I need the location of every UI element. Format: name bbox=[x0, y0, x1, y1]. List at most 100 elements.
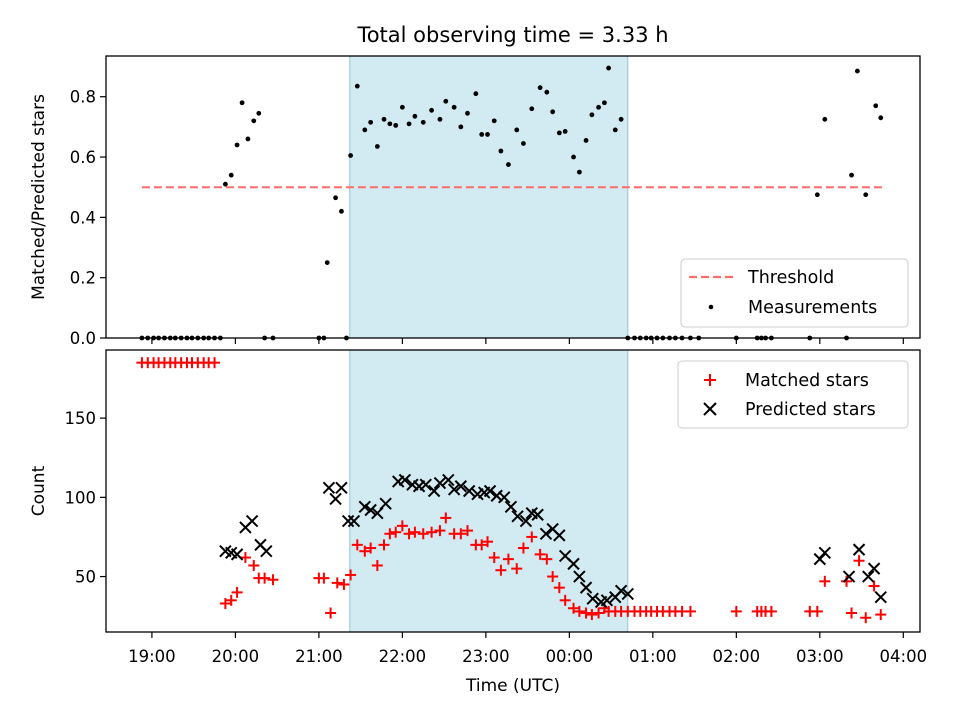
bottom-legend-box bbox=[677, 360, 909, 429]
measurement-point bbox=[324, 260, 330, 265]
measurement-point bbox=[491, 118, 497, 124]
predicted-star-point bbox=[818, 546, 832, 559]
legend-matched-label: Matched stars bbox=[745, 371, 869, 391]
predicted-star-point bbox=[539, 527, 553, 540]
measurement-point bbox=[239, 100, 245, 106]
measurement-point bbox=[814, 192, 820, 198]
matched-star-point bbox=[248, 559, 260, 571]
bot-ytick-label: 150 bbox=[65, 409, 97, 428]
measurement-point bbox=[399, 104, 405, 110]
measurement-point bbox=[222, 181, 228, 187]
bottom-legend: Matched stars Predicted stars bbox=[677, 360, 909, 429]
measurement-point bbox=[854, 68, 860, 74]
measurement-point bbox=[234, 142, 240, 148]
measurement-point bbox=[251, 118, 257, 124]
predicted-star-point bbox=[600, 594, 614, 607]
matched-star-point bbox=[502, 553, 514, 565]
predicted-star-point bbox=[329, 492, 342, 506]
measurement-point bbox=[473, 91, 479, 97]
measurement-point bbox=[873, 103, 879, 109]
matched-star-point bbox=[239, 552, 251, 564]
measurement-point bbox=[521, 141, 526, 146]
measurement-point bbox=[333, 195, 338, 201]
predicted-star-point bbox=[358, 500, 372, 514]
measurement-point bbox=[556, 130, 562, 136]
legend-predicted-label: Predicted stars bbox=[745, 400, 876, 420]
matched-star-point bbox=[219, 597, 231, 609]
measurement-point bbox=[374, 144, 380, 149]
matched-star-point bbox=[573, 605, 585, 617]
measurement-point bbox=[562, 129, 568, 134]
predicted-star-point bbox=[433, 476, 447, 490]
top-legend: Threshold Measurements bbox=[680, 258, 909, 328]
measurement-point bbox=[612, 127, 618, 133]
predicted-star-point bbox=[427, 484, 441, 498]
measurement-point bbox=[393, 122, 399, 128]
matched-star-point bbox=[396, 520, 408, 532]
top-ytick-label: 0.0 bbox=[70, 329, 96, 348]
predicted-star-point bbox=[874, 590, 887, 604]
matched-star-point bbox=[359, 545, 371, 557]
chart-title: Total observing time = 3.33 h bbox=[356, 23, 668, 47]
predicted-star-point bbox=[504, 500, 518, 514]
top-ytick-label: 0.8 bbox=[70, 88, 96, 107]
matched-star-point bbox=[476, 539, 488, 551]
matched-star-point bbox=[684, 605, 696, 617]
matched-star-point bbox=[765, 605, 777, 617]
matched-star-point bbox=[819, 575, 831, 587]
bot-xtick-label: 02:00 bbox=[713, 647, 761, 666]
predicted-star-point bbox=[519, 514, 533, 528]
measurement-point bbox=[228, 172, 234, 178]
matched-star-point bbox=[495, 564, 507, 576]
measurement-point bbox=[863, 192, 869, 198]
bot-ytick-label: 50 bbox=[75, 568, 96, 587]
measurement-point bbox=[849, 172, 854, 178]
matched-star-point bbox=[259, 572, 271, 584]
matched-star-point bbox=[568, 602, 580, 614]
legend-threshold-label: Threshold bbox=[747, 268, 834, 288]
measurement-point bbox=[387, 121, 393, 127]
measurement-point bbox=[606, 65, 611, 71]
matched-star-point bbox=[875, 609, 887, 621]
measurement-point bbox=[550, 109, 556, 115]
matched-star-point bbox=[378, 539, 390, 551]
predicted-star-point bbox=[483, 484, 497, 498]
x-axis-label: Time (UTC) bbox=[465, 676, 560, 696]
matched-star-point bbox=[325, 607, 337, 619]
matched-star-point bbox=[434, 525, 446, 537]
top-y-axis-label: Matched/Predicted stars bbox=[29, 94, 49, 300]
measurement-point bbox=[506, 162, 511, 167]
matched-star-point bbox=[586, 609, 598, 621]
predicted-star-point bbox=[586, 592, 599, 605]
measurement-point bbox=[589, 112, 595, 118]
bot-ytick-label: 100 bbox=[65, 488, 97, 507]
matched-star-point bbox=[318, 572, 330, 584]
measurement-point bbox=[479, 132, 485, 137]
bot-xtick-label: 20:00 bbox=[212, 647, 260, 666]
predicted-star-point bbox=[842, 570, 856, 583]
matched-star-point bbox=[553, 582, 565, 594]
matched-star-point bbox=[868, 580, 880, 592]
predicted-star-point bbox=[454, 480, 468, 493]
matched-star-point bbox=[488, 552, 500, 564]
measurement-point bbox=[443, 98, 449, 104]
matched-star-point bbox=[547, 571, 559, 583]
measurement-point bbox=[571, 154, 576, 160]
measurement-point bbox=[465, 110, 470, 116]
matched-star-point bbox=[225, 594, 237, 606]
measurement-point bbox=[339, 208, 344, 214]
bottom-axes-frame bbox=[105, 349, 921, 633]
predicted-star-point bbox=[335, 481, 348, 495]
predicted-star-point bbox=[230, 548, 244, 561]
legend-measurements-swatch bbox=[708, 304, 714, 310]
matched-star-point bbox=[853, 555, 865, 567]
matched-star-point bbox=[267, 574, 279, 586]
measurement-point bbox=[583, 138, 589, 143]
top-panel: 0.00.20.40.60.8 Matched/Predicted stars … bbox=[29, 55, 921, 348]
matched-star-point bbox=[846, 607, 858, 619]
matched-star-point bbox=[593, 607, 605, 619]
matched-star-point bbox=[409, 526, 421, 538]
predicted-star-point bbox=[579, 581, 593, 594]
matched-star-point bbox=[384, 528, 396, 540]
